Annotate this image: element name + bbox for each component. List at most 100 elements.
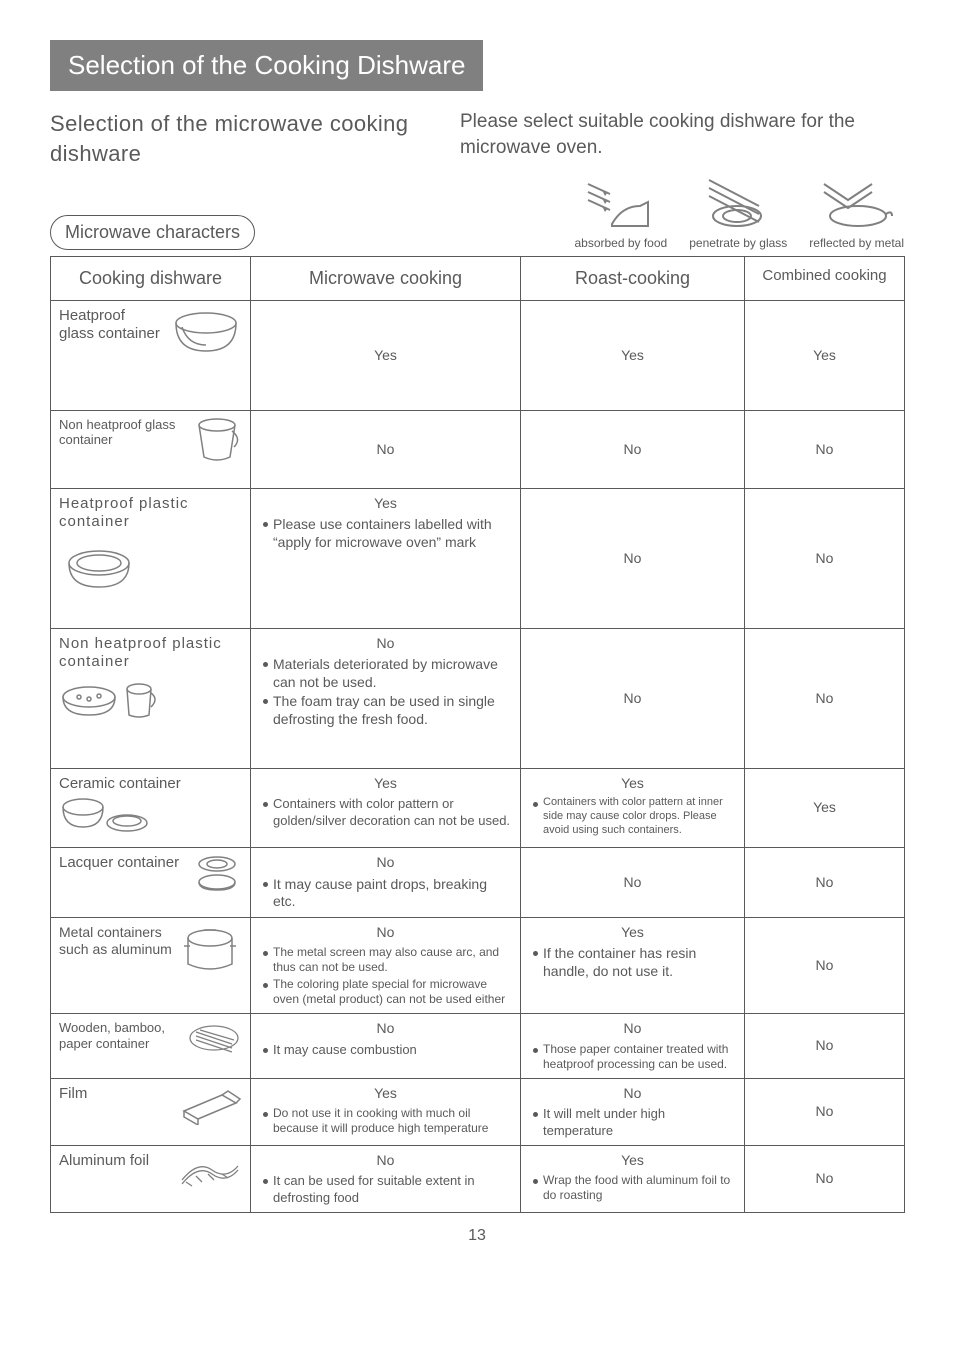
note-text: It can be used for suitable extent in de…	[263, 1173, 512, 1206]
pot-icon	[178, 924, 242, 976]
note-text: Containers with color pattern or golden/…	[263, 796, 512, 829]
row-nonheat-glass: Non heatproof glass container No No No	[51, 410, 905, 488]
cell-microwave: Yes Containers with color pattern or gol…	[251, 768, 521, 848]
note-text: It may cause paint drops, breaking etc.	[263, 876, 512, 911]
note-text: Do not use it in cooking with much oil b…	[263, 1106, 512, 1136]
cell-label: Non heatproof glass container	[51, 410, 251, 488]
label-text: Non heatproof glass container	[59, 417, 186, 448]
yn-text: No	[529, 1085, 736, 1103]
section-banner: Selection of the Cooking Dishware	[50, 40, 483, 91]
row-heatproof-glass: Heatproof glass container Yes Yes Yes	[51, 300, 905, 410]
cell-roast: No	[521, 410, 745, 488]
ceramic-icon	[59, 793, 149, 837]
penetrate-icon-col: penetrate by glass	[689, 176, 787, 250]
cell-microwave: Yes	[251, 300, 521, 410]
note-text: The metal screen may also cause arc, and…	[263, 945, 512, 975]
header-roast: Roast-cooking	[521, 257, 745, 301]
cell-combined: No	[745, 488, 905, 628]
reflected-icon	[818, 176, 896, 232]
microwave-characters-chip: Microwave characters	[50, 215, 255, 250]
yn-text: No	[259, 1152, 512, 1170]
label-text: Heatproof glass container	[59, 307, 164, 343]
dish-icon	[170, 307, 242, 359]
dishware-table: Cooking dishware Microwave cooking Roast…	[50, 256, 905, 1213]
notes-list: Those paper container treated with heatp…	[529, 1042, 736, 1072]
yn-text: Yes	[529, 924, 736, 942]
lacquer-icon	[192, 854, 242, 894]
row-nonheat-plastic: Non heatproof plastic container No Mater…	[51, 628, 905, 768]
note-text: It may cause combustion	[263, 1042, 512, 1058]
note-text: Containers with color pattern at inner s…	[533, 796, 736, 837]
yn-text: Yes	[259, 1085, 512, 1103]
cell-microwave: No It can be used for suitable extent in…	[251, 1145, 521, 1212]
cell-roast: No	[521, 488, 745, 628]
penetrate-icon	[699, 176, 777, 232]
cell-microwave: No It may cause combustion	[251, 1014, 521, 1079]
notes-list: If the container has resin handle, do no…	[529, 945, 736, 980]
cup-icon	[123, 681, 159, 721]
label-text: Wooden, bamboo, paper container	[59, 1020, 180, 1051]
cell-roast: No	[521, 848, 745, 918]
cell-label: Ceramic container	[51, 768, 251, 848]
penetrate-caption: penetrate by glass	[689, 236, 787, 250]
tray-icon	[59, 681, 119, 721]
row-film: Film Yes Do not use it in cooking with m…	[51, 1078, 905, 1145]
header-dishware: Cooking dishware	[51, 257, 251, 301]
cell-combined: No	[745, 848, 905, 918]
film-icon	[178, 1085, 242, 1125]
cell-label: Aluminum foil	[51, 1145, 251, 1212]
yn-text: No	[259, 854, 512, 872]
yn-text: No	[259, 924, 512, 942]
yn-text: No	[259, 1020, 512, 1038]
heading-row: Selection of the microwave cooking dishw…	[50, 109, 904, 168]
cell-combined: Yes	[745, 768, 905, 848]
plastic-icon	[59, 539, 139, 599]
cell-label: Metal containers such as aluminum	[51, 917, 251, 1014]
yn-text: Yes	[259, 495, 512, 513]
note-text: The coloring plate special for microwave…	[263, 977, 512, 1007]
cell-roast: No	[521, 628, 745, 768]
row-metal: Metal containers such as aluminum No The…	[51, 917, 905, 1014]
cell-roast: Yes Containers with color pattern at inn…	[521, 768, 745, 848]
page-number: 13	[50, 1227, 904, 1245]
cell-combined: No	[745, 1145, 905, 1212]
cell-microwave: Yes Do not use it in cooking with much o…	[251, 1078, 521, 1145]
cell-combined: Yes	[745, 300, 905, 410]
cell-microwave: No The metal screen may also cause arc, …	[251, 917, 521, 1014]
label-text: Non heatproof plastic container	[59, 635, 242, 671]
characters-row: Microwave characters absorbed by food	[50, 176, 904, 250]
yn-text: No	[259, 635, 512, 653]
row-ceramic: Ceramic container Yes Containers with co…	[51, 768, 905, 848]
header-combined: Combined cooking	[745, 257, 905, 301]
note-text: Please use containers labelled with “app…	[263, 516, 512, 551]
cell-combined: No	[745, 1078, 905, 1145]
cell-roast: Yes If the container has resin handle, d…	[521, 917, 745, 1014]
row-wooden: Wooden, bamboo, paper container No It ma…	[51, 1014, 905, 1079]
note-text: Wrap the food with aluminum foil to do r…	[533, 1173, 736, 1203]
cell-roast: No Those paper container treated with he…	[521, 1014, 745, 1079]
label-text: Heatproof plastic container	[59, 495, 242, 531]
cell-combined: No	[745, 410, 905, 488]
cell-combined: No	[745, 628, 905, 768]
cell-roast: Yes	[521, 300, 745, 410]
cell-combined: No	[745, 917, 905, 1014]
cell-microwave: No It may cause paint drops, breaking et…	[251, 848, 521, 918]
label-text: Aluminum foil	[59, 1152, 172, 1170]
note-text: The foam tray can be used in single defr…	[263, 693, 512, 728]
label-text: Lacquer container	[59, 854, 186, 872]
cell-combined: No	[745, 1014, 905, 1079]
reflected-icon-col: reflected by metal	[809, 176, 904, 250]
notes-list: Containers with color pattern at inner s…	[529, 796, 736, 837]
notes-list: It can be used for suitable extent in de…	[259, 1173, 512, 1206]
notes-list: It may cause paint drops, breaking etc.	[259, 876, 512, 911]
yn-text: Yes	[259, 775, 512, 793]
cell-label: Heatproof plastic container	[51, 488, 251, 628]
notes-list: The metal screen may also cause arc, and…	[259, 945, 512, 1007]
cell-microwave: No Materials deteriorated by microwave c…	[251, 628, 521, 768]
notes-list: Wrap the food with aluminum foil to do r…	[529, 1173, 736, 1203]
yn-text: No	[529, 1020, 736, 1038]
cell-label: Heatproof glass container	[51, 300, 251, 410]
cell-label: Wooden, bamboo, paper container	[51, 1014, 251, 1079]
cell-label: Lacquer container	[51, 848, 251, 918]
label-text: Ceramic container	[59, 775, 242, 793]
